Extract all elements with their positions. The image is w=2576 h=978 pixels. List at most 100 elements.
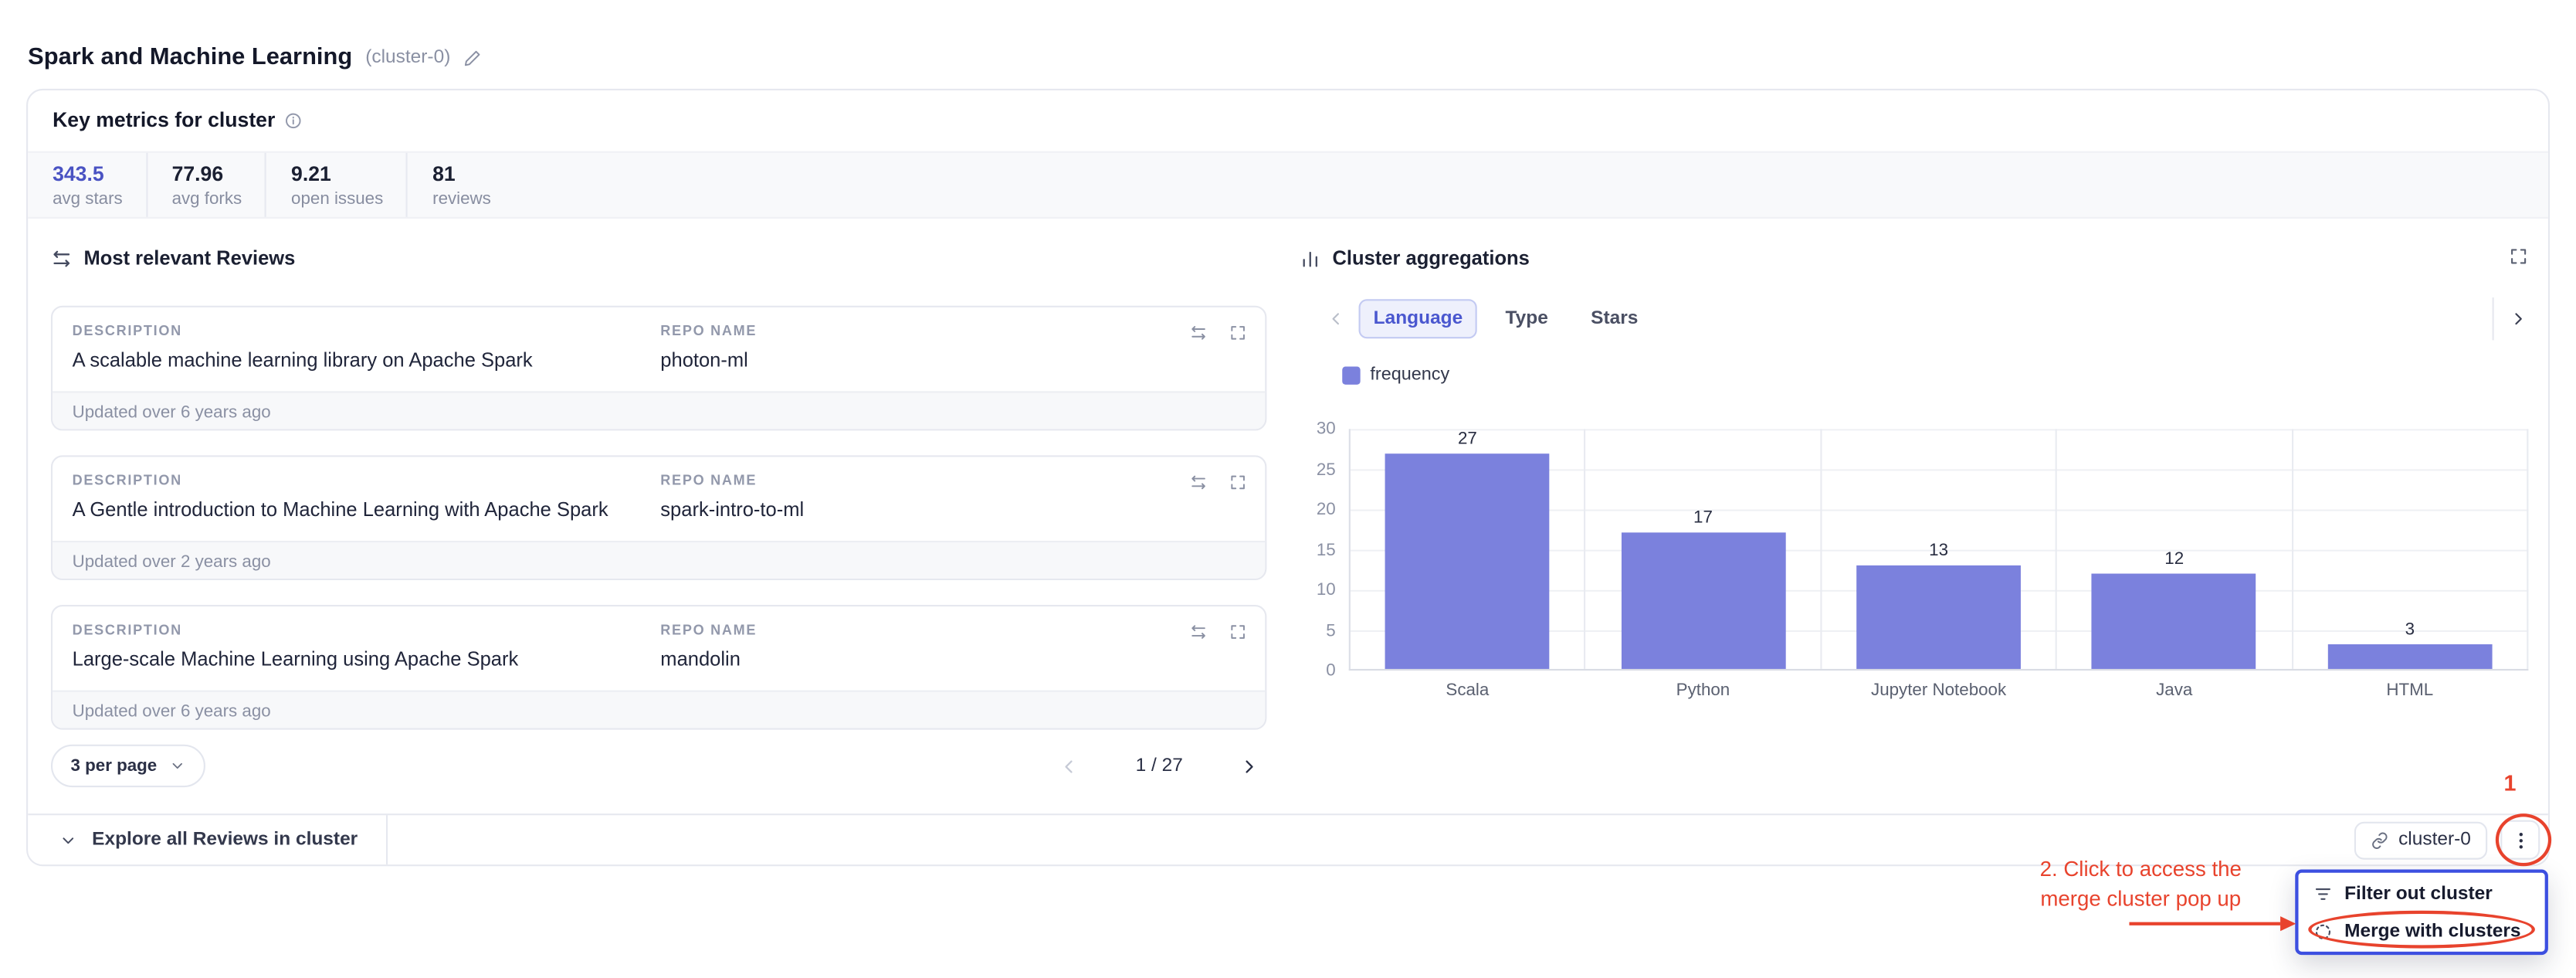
metric-label: avg stars (53, 188, 123, 209)
page-header: Spark and Machine Learning (cluster-0) (28, 44, 482, 70)
chart-column: 17 Python (1586, 429, 1822, 700)
prev-page-button[interactable] (1059, 756, 1080, 777)
tab-language[interactable]: Language (1358, 299, 1478, 339)
reviews-panel-header: Most relevant Reviews (51, 246, 1266, 270)
expand-icon[interactable] (2509, 246, 2529, 267)
per-page-value: 3 per page (70, 756, 158, 776)
menu-item-label: Filter out cluster (2344, 883, 2493, 904)
chart-bar (1385, 453, 1550, 669)
legend-label: frequency (1370, 365, 1450, 385)
menu-item-filter-out-cluster[interactable]: Filter out cluster (2299, 874, 2545, 912)
annotation-line: 2. Click to access the (2039, 856, 2242, 881)
per-page-select[interactable]: 3 per page (50, 744, 205, 788)
review-card: DESCRIPTION A Gentle introduction to Mac… (50, 455, 1267, 581)
aggregations-panel-title: Cluster aggregations (1332, 246, 1530, 270)
expand-icon[interactable] (1229, 324, 1246, 341)
bar-value-label: 17 (1693, 508, 1713, 528)
pagination: 1 / 27 (1059, 756, 1267, 777)
repo-name: photon-ml (660, 348, 748, 372)
page-title: Spark and Machine Learning (28, 44, 353, 71)
metric-avg-stars: 343.5 avg stars (28, 153, 145, 217)
review-description: A Gentle introduction to Machine Learnin… (72, 497, 608, 521)
tabs-scroll-left-icon[interactable] (1326, 309, 1346, 329)
description-label: DESCRIPTION (72, 621, 182, 638)
review-card: DESCRIPTION A scalable machine learning … (50, 305, 1267, 431)
chart-column: 3 HTML (2293, 429, 2529, 700)
chart-bar (1621, 532, 1785, 669)
reviews-panel: Most relevant Reviews DESCRIPTION A scal… (50, 246, 1267, 813)
info-icon[interactable] (285, 111, 303, 129)
bar-value-label: 27 (1457, 429, 1477, 449)
key-metrics-strip: 343.5 avg stars 77.96 avg forks 9.21 ope… (28, 151, 2548, 219)
chart-bar (2092, 572, 2257, 669)
explore-reviews-toggle[interactable]: Explore all Reviews in cluster (28, 815, 388, 865)
cluster-id-tag: (cluster-0) (365, 47, 451, 68)
chevron-down-icon (59, 831, 77, 849)
y-tick: 5 (1326, 620, 1336, 640)
cluster-chip[interactable]: cluster-0 (2354, 820, 2488, 859)
expand-icon[interactable] (1229, 623, 1246, 640)
y-tick: 25 (1316, 459, 1336, 480)
x-axis-label: Scala (1446, 680, 1490, 701)
cluster-menu-button[interactable] (2500, 820, 2540, 860)
aggregation-tabs: Language Type Stars (1326, 297, 2529, 341)
repo-name-label: REPO NAME (660, 621, 758, 638)
y-tick: 20 (1316, 499, 1336, 520)
x-axis-label: Java (2156, 680, 2193, 701)
page-indicator: 1 / 27 (1135, 756, 1183, 776)
aggregations-panel: Cluster aggregations Language Type Stars… (1300, 246, 2529, 813)
menu-item-merge-with-clusters[interactable]: Merge with clusters (2299, 912, 2545, 950)
y-axis-labels: 30 25 20 15 10 5 0 (1300, 419, 1336, 681)
frequency-bar-chart: 30 25 20 15 10 5 0 27 Scala 17 (1300, 419, 2529, 700)
key-metrics-header: Key metrics for cluster (53, 108, 303, 131)
tab-type[interactable]: Type (1505, 308, 1548, 329)
repo-name-label: REPO NAME (660, 471, 758, 488)
review-updated: Updated over 2 years ago (53, 540, 1266, 579)
next-page-button[interactable] (1239, 756, 1260, 777)
review-description: Large-scale Machine Learning using Apach… (72, 647, 519, 671)
metric-value: 77.96 (171, 161, 224, 185)
x-axis-label: Jupyter Notebook (1871, 680, 2007, 701)
annotation-arrow (2129, 916, 2296, 932)
chart-column: 27 Scala (1351, 429, 1586, 700)
menu-item-label: Merge with clusters (2344, 921, 2521, 942)
reviews-panel-title: Most relevant Reviews (83, 246, 296, 270)
chart-legend[interactable]: frequency (1342, 365, 1449, 385)
cluster-context-menu: Filter out cluster Merge with clusters (2295, 869, 2548, 956)
description-label: DESCRIPTION (72, 322, 182, 339)
chart-bar (1856, 565, 2021, 669)
x-axis-label: HTML (2386, 680, 2434, 701)
legend-swatch (1342, 365, 1361, 384)
x-axis-label: Python (1676, 680, 1730, 701)
bar-value-label: 13 (1929, 540, 1949, 560)
metric-label: reviews (432, 188, 491, 209)
metric-avg-forks: 77.96 avg forks (145, 152, 265, 217)
review-updated: Updated over 6 years ago (53, 391, 1266, 430)
repo-name: spark-intro-to-ml (660, 497, 805, 521)
y-tick: 10 (1316, 580, 1336, 600)
cluster-chip-label: cluster-0 (2398, 830, 2471, 850)
chart-column: 12 Java (2057, 429, 2293, 700)
bar-value-label: 12 (2164, 548, 2185, 569)
edit-title-icon[interactable] (463, 49, 481, 66)
chart-bar (2327, 644, 2493, 669)
metric-value: 81 (432, 161, 456, 185)
metric-open-issues: 9.21 open issues (265, 152, 406, 217)
compare-icon[interactable] (1189, 623, 1207, 640)
compare-icon[interactable] (1189, 324, 1207, 341)
review-card: DESCRIPTION Large-scale Machine Learning… (50, 604, 1267, 730)
tabs-scroll-right-icon[interactable] (2492, 297, 2529, 341)
annotation-step-2-text: 2. Click to access the merge cluster pop… (2018, 854, 2264, 914)
link-icon (2371, 831, 2388, 849)
y-tick: 0 (1326, 660, 1336, 681)
explore-reviews-label: Explore all Reviews in cluster (92, 830, 358, 850)
tab-stars[interactable]: Stars (1591, 308, 1639, 329)
compare-icon[interactable] (1189, 474, 1207, 491)
metric-label: open issues (291, 188, 384, 209)
expand-icon[interactable] (1229, 474, 1246, 491)
bar-value-label: 3 (2405, 620, 2415, 640)
annotation-step-1: 1 (2503, 770, 2517, 796)
metric-value: 9.21 (291, 161, 331, 185)
aggregations-panel-header: Cluster aggregations (1300, 246, 2528, 270)
